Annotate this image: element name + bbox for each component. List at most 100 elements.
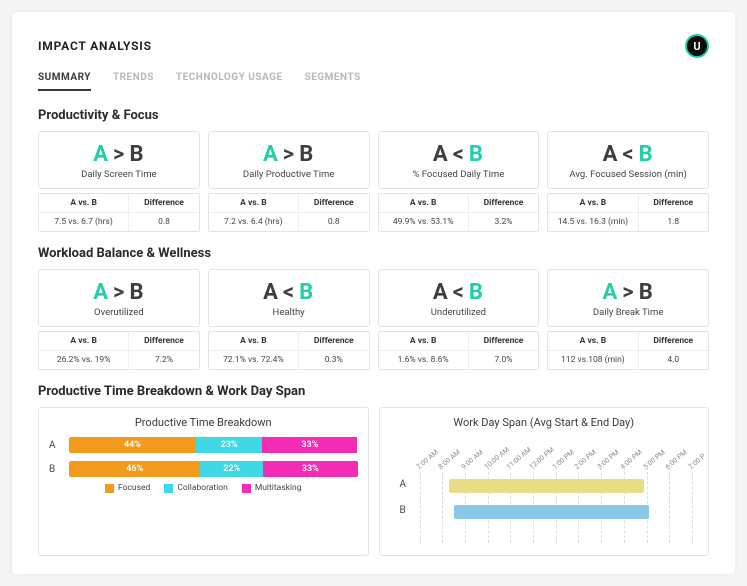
page-container: IMPACT ANALYSIS U SUMMARYTRENDSTECHNOLOG… [12,12,735,574]
comparison-operator: < [453,280,465,305]
metric-label: Daily Screen Time [43,169,195,180]
group-a-letter: A [433,142,449,167]
metric-card[interactable]: A<B Healthy [208,269,370,327]
breakdown-segment: 44% [69,437,196,453]
group-a-letter: A [93,280,109,305]
diff-header: Difference [129,332,198,351]
breakdown-segment: 33% [262,437,357,453]
metric-card[interactable]: A<BAvg. Focused Session (min) [547,131,709,189]
section-title-breakdown: Productive Time Breakdown & Work Day Spa… [38,384,709,399]
avb-header: A vs. B [379,332,469,351]
metric-card[interactable]: A<B Underutilized [378,269,540,327]
breakdown-title: Productive Time Breakdown [49,416,358,429]
avb-header: A vs. B [39,194,129,213]
metric-stats: A vs. BDifference49.9% vs. 53.1%3.2% [378,193,540,232]
diff-value: 0.3% [299,351,368,369]
avb-header: A vs. B [548,194,638,213]
diff-value: 3.2% [469,213,538,231]
legend-swatch [164,484,173,493]
comparison: A>B [552,280,704,305]
workday-span-chart: 7:00 AM8:00 AM9:00 AM10:00 AM11:00 AM12:… [390,437,699,547]
tab-trends[interactable]: TRENDS [113,72,154,91]
tab-segments[interactable]: SEGMENTS [305,72,361,91]
avb-value: 72.1% vs. 72.4% [209,351,299,369]
span-row-label: A [400,479,407,490]
diff-header: Difference [639,194,708,213]
section-title-workload: Workload Balance & Wellness [38,246,709,261]
comparison-operator: > [283,142,295,167]
workload-stats: A vs. BDifference26.2% vs. 19%7.2%A vs. … [38,331,709,370]
breakdown-row-label: B [49,464,61,475]
avb-value: 7.2 vs. 6.4 (hrs) [209,213,299,231]
breakdown-row: A44%23%33% [49,437,358,453]
span-bar [454,505,649,519]
comparison-operator: < [453,142,465,167]
span-row-label: B [400,505,406,516]
grid-line [692,467,693,543]
diff-value: 7.2% [129,351,198,369]
breakdown-panel: Productive Time Breakdown A44%23%33%B46%… [38,407,369,556]
avb-value: 7.5 vs. 6.7 (hrs) [39,213,129,231]
legend-item: Multitasking [242,483,302,493]
avb-header: A vs. B [209,332,299,351]
workday-span-panel: Work Day Span (Avg Start & End Day) 7:00… [379,407,710,556]
workday-span-title: Work Day Span (Avg Start & End Day) [390,416,699,429]
metric-stats: A vs. BDifference1.6% vs. 8.6%7.0% [378,331,540,370]
diff-value: 7.0% [469,351,538,369]
metric-stats: A vs. BDifference72.1% vs. 72.4%0.3% [208,331,370,370]
metric-card[interactable]: A<B % Focused Daily Time [378,131,540,189]
group-b-letter: B [129,280,144,305]
avb-value: 14.5 vs. 16.3 (min) [548,213,638,231]
diff-header: Difference [299,332,368,351]
metric-stats: A vs. BDifference7.5 vs. 6.7 (hrs)0.8 [38,193,200,232]
avb-value: 26.2% vs. 19% [39,351,129,369]
tab-summary[interactable]: SUMMARY [38,72,91,91]
tab-technology-usage[interactable]: TECHNOLOGY USAGE [176,72,283,91]
group-a-letter: A [263,280,279,305]
group-b-letter: B [469,142,484,167]
comparison-operator: < [622,142,634,167]
group-b-letter: B [639,280,654,305]
diff-header: Difference [639,332,708,351]
metric-label: Healthy [213,307,365,318]
comparison: A<B [383,280,535,305]
breakdown-row: B46%22%33% [49,461,358,477]
metric-label: % Focused Daily Time [383,169,535,180]
avatar[interactable]: U [685,34,709,58]
avb-value: 112 vs.108 (min) [548,351,638,369]
avb-header: A vs. B [379,194,469,213]
metric-label: Underutilized [383,307,535,318]
diff-value: 4.0 [639,351,708,369]
span-row: A [420,477,693,495]
group-b-letter: B [639,142,654,167]
group-a-letter: A [93,142,109,167]
avb-value: 1.6% vs. 8.6% [379,351,469,369]
productivity-stats: A vs. BDifference7.5 vs. 6.7 (hrs)0.8A v… [38,193,709,232]
diff-header: Difference [469,194,538,213]
metric-label: Overutilized [43,307,195,318]
avb-header: A vs. B [209,194,299,213]
group-b-letter: B [299,142,314,167]
legend-label: Collaboration [177,483,228,493]
span-row: B [420,503,693,521]
bottom-panels: Productive Time Breakdown A44%23%33%B46%… [38,407,709,556]
group-b-letter: B [469,280,484,305]
metric-card[interactable]: A>BDaily Productive Time [208,131,370,189]
legend-label: Multitasking [255,483,302,493]
metric-card[interactable]: A>BDaily Break Time [547,269,709,327]
breakdown-row-label: A [49,440,61,451]
legend-swatch [242,484,251,493]
metric-stats: A vs. BDifference14.5 vs. 16.3 (min)1.8 [547,193,709,232]
diff-value: 0.8 [299,213,368,231]
comparison-operator: > [622,280,634,305]
section-title-productivity: Productivity & Focus [38,108,709,123]
metric-card[interactable]: A>B Overutilized [38,269,200,327]
legend-item: Collaboration [164,483,228,493]
comparison: A>B [43,280,195,305]
workload-cards: A>BOverutilizedA<BHealthyA<BUnderutilize… [38,269,709,327]
group-a-letter: A [603,142,619,167]
comparison: A<B [213,280,365,305]
diff-value: 1.8 [639,213,708,231]
metric-card[interactable]: A>BDaily Screen Time [38,131,200,189]
breakdown-segment: 33% [263,461,357,477]
